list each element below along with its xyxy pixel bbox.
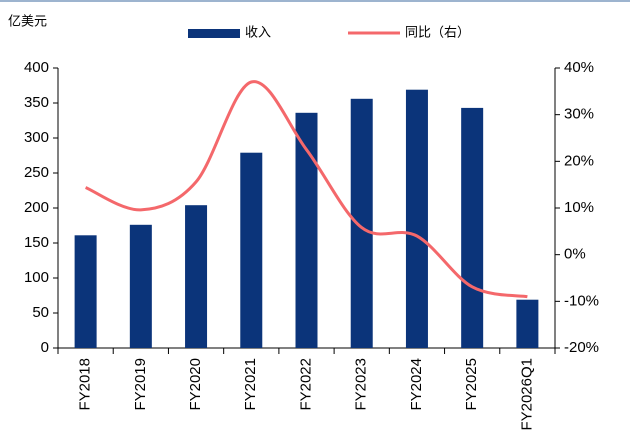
y-tick-label: 0 [41,339,49,356]
y2-tick-label: -20% [564,339,599,356]
y2-tick-label: -10% [564,292,599,309]
y-tick-label: 400 [24,59,49,76]
y-tick-label: 250 [24,164,49,181]
y2-tick-label: 30% [564,106,594,123]
bar [74,235,97,348]
y-tick-label: 200 [24,199,49,216]
line [84,80,528,299]
x-tick-label: FY2020 [187,358,204,411]
y-tick-label: 300 [24,129,49,146]
y2-tick-label: 10% [564,199,594,216]
x-tick-label: FY2024 [408,358,425,411]
x-tick-label: FY2022 [297,358,314,411]
bar [350,98,373,348]
x-tick-label: FY2025 [463,358,480,411]
y2-tick-label: 0% [564,246,586,263]
legend-label: 同比（右） [405,26,470,41]
y-tick-label: 50 [32,304,49,321]
bar [295,112,318,348]
bar [405,89,428,348]
bar [516,299,539,348]
bar [185,205,208,348]
y-tick-label: 100 [24,269,49,286]
y-tick-label: 150 [24,234,49,251]
legend-swatch [188,29,240,38]
x-tick-label: FY2026Q1 [518,358,535,431]
y-unit-label: 亿美元 [8,15,47,30]
bar [129,224,152,348]
bar [240,152,263,348]
x-tick-label: FY2023 [353,358,370,411]
legend-label: 收入 [245,26,271,41]
y2-tick-label: 40% [564,59,594,76]
bar [461,107,484,349]
x-tick-label: FY2018 [77,358,94,411]
y2-tick-label: 20% [564,152,594,169]
x-tick-label: FY2019 [132,358,149,411]
x-tick-label: FY2021 [242,358,259,411]
y-tick-label: 350 [24,94,49,111]
